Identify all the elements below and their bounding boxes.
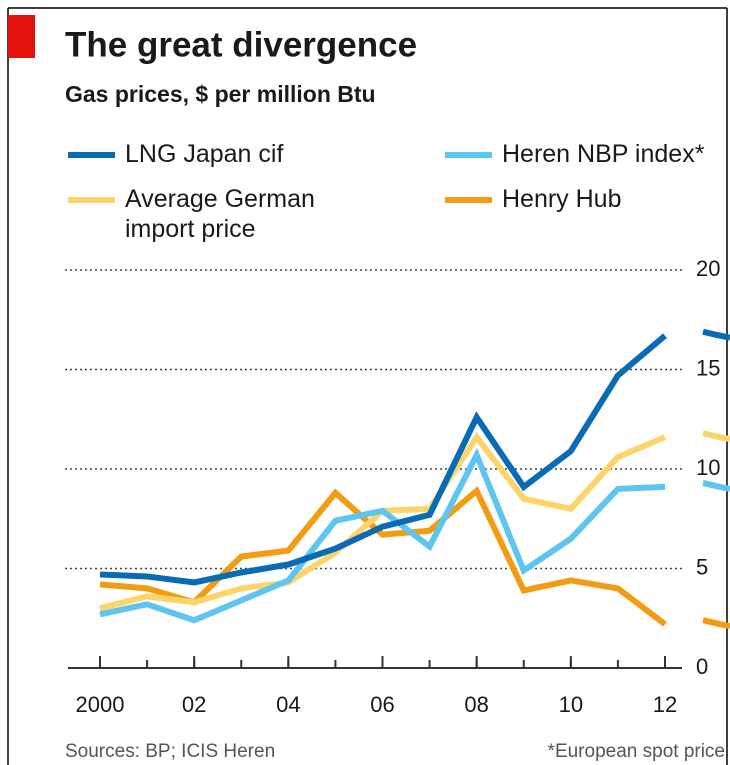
series-line (99, 333, 667, 586)
legend-label: Heren NBP index* (502, 140, 705, 168)
y-tick-label: 0 (696, 654, 708, 679)
x-tick-label: 12 (653, 692, 677, 717)
end-marker (702, 479, 730, 492)
footnote: *European spot price (548, 741, 725, 762)
y-tick-label: 5 (696, 554, 708, 579)
x-tick-label: 2000 (76, 692, 125, 717)
x-tick-label: 02 (182, 692, 206, 717)
y-tick-label: 20 (696, 256, 720, 281)
legend-label: LNG Japan cif (125, 140, 284, 168)
end-marker (702, 328, 730, 341)
chart-subtitle: Gas prices, $ per million Btu (65, 81, 376, 107)
x-tick-label: 04 (276, 692, 300, 717)
y-tick-label: 10 (696, 455, 720, 480)
end-marker (702, 617, 730, 630)
legend-label: Average German import price (125, 185, 315, 243)
x-tick-label: 06 (370, 692, 394, 717)
chart-title: The great divergence (65, 25, 417, 64)
x-tick-label: 08 (464, 692, 488, 717)
x-tick-label: 10 (559, 692, 583, 717)
red-tag (8, 15, 35, 58)
y-tick-label: 15 (696, 355, 720, 380)
sources: Sources: BP; ICIS Heren (65, 741, 275, 762)
legend-label: Henry Hub (502, 185, 622, 213)
end-marker (702, 430, 730, 443)
series-line (99, 447, 666, 624)
